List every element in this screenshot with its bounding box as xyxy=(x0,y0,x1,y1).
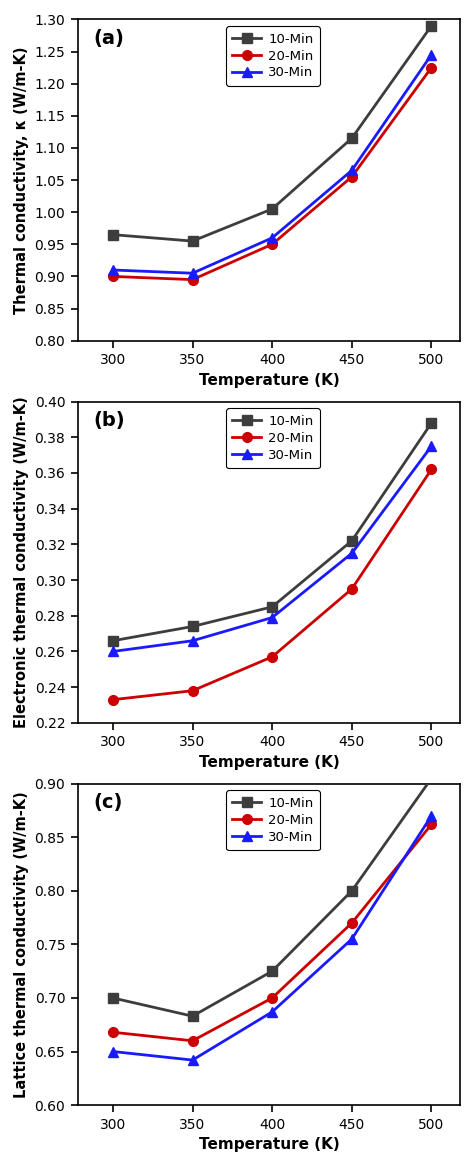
10-Min xyxy=(349,884,355,898)
10-Min xyxy=(110,634,116,648)
Y-axis label: Thermal conductivity, κ (W/m-K): Thermal conductivity, κ (W/m-K) xyxy=(14,47,29,314)
20-Min xyxy=(110,1025,116,1039)
Line: 20-Min: 20-Min xyxy=(108,63,436,285)
30-Min xyxy=(110,264,116,278)
30-Min xyxy=(190,634,195,648)
Y-axis label: Electronic thermal conductivity (W/m-K): Electronic thermal conductivity (W/m-K) xyxy=(14,396,29,728)
20-Min xyxy=(428,463,434,477)
10-Min xyxy=(269,964,275,978)
Line: 30-Min: 30-Min xyxy=(108,812,436,1065)
30-Min xyxy=(110,1045,116,1059)
30-Min xyxy=(269,1005,275,1019)
30-Min xyxy=(190,266,195,280)
20-Min xyxy=(269,991,275,1005)
Text: (c): (c) xyxy=(93,793,122,813)
10-Min xyxy=(110,227,116,241)
30-Min xyxy=(349,163,355,177)
30-Min xyxy=(269,611,275,625)
30-Min xyxy=(428,809,434,823)
Line: 20-Min: 20-Min xyxy=(108,820,436,1046)
Legend: 10-Min, 20-Min, 30-Min: 10-Min, 20-Min, 30-Min xyxy=(226,408,320,469)
Line: 30-Min: 30-Min xyxy=(108,442,436,656)
20-Min xyxy=(428,61,434,75)
Text: (b): (b) xyxy=(93,412,125,430)
10-Min xyxy=(110,991,116,1005)
X-axis label: Temperature (K): Temperature (K) xyxy=(199,1137,339,1152)
Line: 10-Min: 10-Min xyxy=(108,419,436,646)
20-Min xyxy=(190,683,195,697)
Line: 20-Min: 20-Min xyxy=(108,464,436,704)
10-Min xyxy=(349,534,355,548)
20-Min xyxy=(349,170,355,184)
20-Min xyxy=(349,582,355,596)
Legend: 10-Min, 20-Min, 30-Min: 10-Min, 20-Min, 30-Min xyxy=(226,26,320,86)
X-axis label: Temperature (K): Temperature (K) xyxy=(199,754,339,770)
10-Min xyxy=(190,1009,195,1023)
Legend: 10-Min, 20-Min, 30-Min: 10-Min, 20-Min, 30-Min xyxy=(226,791,320,850)
Y-axis label: Lattice thermal conductivity (W/m-K): Lattice thermal conductivity (W/m-K) xyxy=(14,791,29,1097)
20-Min xyxy=(110,693,116,707)
10-Min xyxy=(269,599,275,613)
30-Min xyxy=(349,547,355,561)
30-Min xyxy=(110,645,116,659)
Text: (a): (a) xyxy=(93,29,124,48)
10-Min xyxy=(428,416,434,430)
20-Min xyxy=(349,916,355,930)
20-Min xyxy=(269,238,275,252)
10-Min xyxy=(190,234,195,248)
10-Min xyxy=(269,202,275,216)
30-Min xyxy=(428,440,434,454)
10-Min xyxy=(428,772,434,786)
30-Min xyxy=(349,932,355,946)
20-Min xyxy=(190,273,195,287)
X-axis label: Temperature (K): Temperature (K) xyxy=(199,373,339,388)
10-Min xyxy=(349,132,355,146)
30-Min xyxy=(428,48,434,62)
20-Min xyxy=(190,1034,195,1048)
Line: 10-Min: 10-Min xyxy=(108,773,436,1021)
20-Min xyxy=(269,649,275,663)
30-Min xyxy=(190,1053,195,1067)
Line: 30-Min: 30-Min xyxy=(108,50,436,278)
10-Min xyxy=(428,19,434,33)
Line: 10-Min: 10-Min xyxy=(108,21,436,246)
20-Min xyxy=(110,269,116,283)
30-Min xyxy=(269,231,275,245)
10-Min xyxy=(190,619,195,633)
20-Min xyxy=(428,817,434,831)
